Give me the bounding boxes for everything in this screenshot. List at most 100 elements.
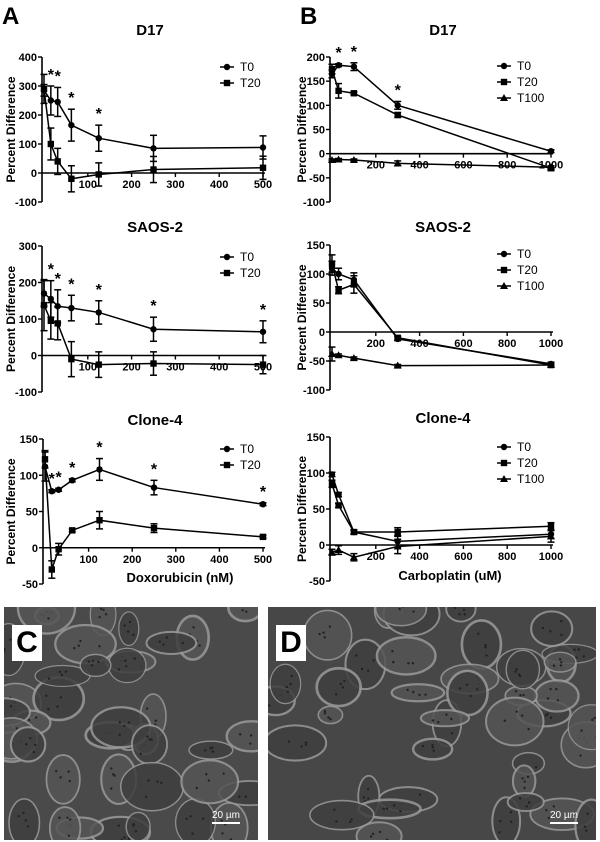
nucleolus [476,688,479,691]
cell [533,679,580,713]
data-point [547,163,555,171]
cell [460,619,503,670]
cell [8,798,41,840]
nucleolus [469,694,472,698]
nucleolus [9,638,12,641]
y-tick-label: -100 [303,385,325,397]
cell [567,704,596,751]
nucleolus [60,673,64,677]
nucleolus [366,787,370,791]
cell [375,636,437,676]
nucleolus [556,699,560,702]
nucleolus [514,670,517,673]
legend-marker [500,78,508,86]
nucleolus [335,820,338,823]
nucleolus [110,787,113,790]
nucleolus [318,632,321,636]
significance-asterisk: * [151,461,158,478]
nucleolus [484,643,487,647]
legend-marker [223,269,231,277]
cell [268,724,328,762]
nucleolus [367,797,370,800]
nucleolus [147,779,150,782]
data-point [48,566,56,573]
nucleolus [522,693,525,697]
nucleolus [189,815,192,818]
nucleolus [399,809,402,813]
chart-saos-2-a: SAOS-2 Percent Difference -100 0 100 200 300 10… [4,219,272,399]
data-point [150,166,157,173]
y-axis-label: Percent Difference [4,458,18,564]
nucleolus [382,807,385,811]
data-point [328,260,336,267]
nucleolus [572,814,576,817]
data-point [69,527,76,534]
x-tick-label: 200 [122,179,140,191]
nucleolus [458,687,462,690]
nucleolus [221,832,224,835]
legend-marker [500,62,508,70]
cell [543,651,577,673]
legend-marker [223,461,231,469]
cell [419,709,471,728]
legend-marker [223,79,231,87]
data-point [68,355,75,363]
nucleolus [343,679,346,683]
nucleolus [369,835,373,838]
series-t20 [328,479,555,538]
x-axis-label: Doxorubicin (nM) [127,570,234,585]
nucleolus [519,694,522,697]
nucleolus [341,686,345,689]
x-tick-label: 600 [454,338,472,350]
nucleolus [549,630,552,633]
data-point [259,144,267,151]
data-point [393,542,402,550]
nucleolus [431,746,434,749]
chart-clone-4-a: Clone-4 Percent Difference Doxorubicin (nM… [4,412,272,591]
y-tick-label: 100 [307,100,325,112]
data-point [547,532,555,540]
chart-figure: A B D17 Percent Difference -100 0 100 200 300 4… [2,3,563,591]
cell [45,754,81,805]
nucleolus [385,838,389,840]
nucleolus [4,647,6,651]
legend-label: T20 [517,263,538,277]
data-point [150,484,158,491]
nucleolus [453,607,457,610]
y-tick-label: 100 [307,269,325,281]
nucleolus [102,608,105,611]
data-point [40,85,48,93]
nucleolus [560,661,563,664]
data-point [394,334,401,341]
legend-label: T20 [517,75,538,89]
nucleolus [362,796,366,799]
nucleolus [104,613,108,616]
cell [574,798,596,840]
y-tick-label: 200 [19,110,37,122]
nucleolus [391,650,394,653]
chart-title: Clone-4 [415,410,471,427]
nucleolus [360,667,364,671]
nucleolus [323,636,326,639]
cell [506,792,545,813]
data-point [350,281,358,288]
nucleolus [4,650,6,653]
series-line [331,158,552,168]
nucleolus [300,745,303,748]
data-point [394,111,401,119]
nucleolus [195,786,198,790]
nucleolus [91,659,95,663]
data-point [68,121,75,129]
significance-asterisk: * [48,262,55,279]
y-tick-label: 0 [319,540,325,552]
nucleolus [418,693,421,697]
nucleolus [128,620,132,624]
nucleolus [120,838,123,840]
data-point [150,145,157,152]
nucleolus [527,727,530,731]
y-tick-label: -100 [303,197,325,209]
x-tick-label: 300 [167,554,185,566]
nucleolus [133,657,136,660]
nucleolus [134,830,138,833]
nucleolus [424,693,427,696]
